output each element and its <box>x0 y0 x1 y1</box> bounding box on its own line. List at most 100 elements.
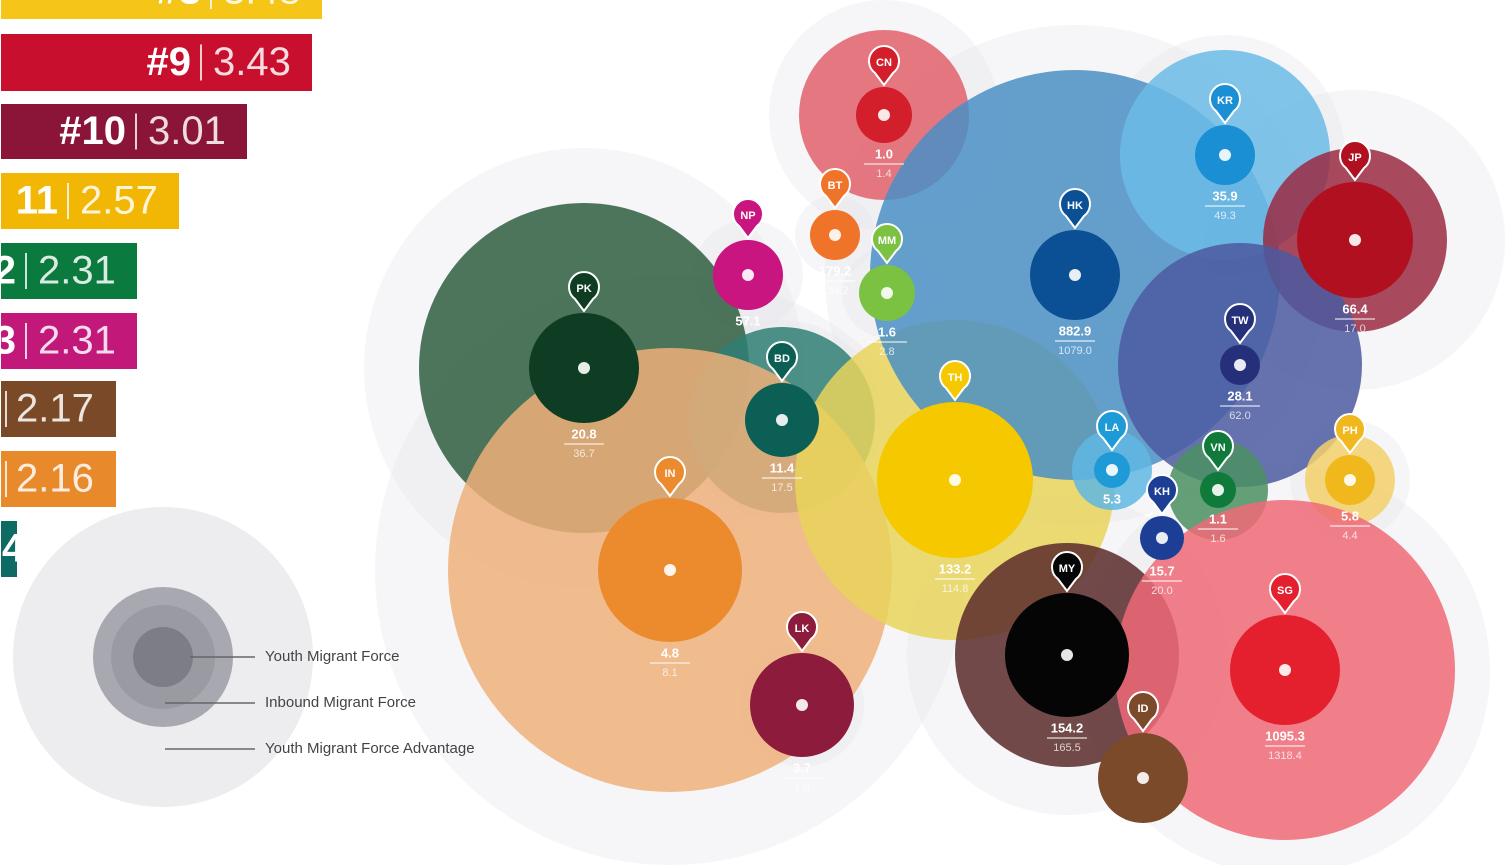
rank-label: #8 <box>157 0 202 13</box>
pin <box>1339 140 1371 182</box>
country-code: LK <box>795 623 810 635</box>
inbound-value: 36.7 <box>573 448 594 460</box>
youth-value: 1095.3 <box>1265 728 1305 743</box>
rank-label: #10 <box>59 109 126 153</box>
icon <box>878 109 890 121</box>
inbound-value: 1318.4 <box>1268 750 1302 762</box>
country-code: KR <box>1217 95 1233 107</box>
inbound-value: 17.0 <box>1344 323 1365 335</box>
pin <box>1334 413 1366 455</box>
youth-value: 3.7 <box>793 760 811 775</box>
rank-bar <box>0 449 118 509</box>
rank-value: 4 <box>2 527 25 571</box>
rank-label: #9 <box>147 40 192 84</box>
icon <box>796 699 808 711</box>
youth-value: 2.7 <box>1134 826 1152 841</box>
pin <box>939 360 971 402</box>
country-code: JP <box>1348 152 1361 164</box>
icon <box>1349 234 1361 246</box>
icon <box>1234 359 1246 371</box>
country-code: HK <box>1067 200 1083 212</box>
country-code: BT <box>828 180 843 192</box>
pin <box>1202 430 1234 472</box>
rank-value: 2.31 <box>38 319 116 363</box>
inbound-value: 62.0 <box>1229 410 1250 422</box>
inbound-value: 17.5 <box>771 482 792 494</box>
country-code: LA <box>1105 422 1120 434</box>
inbound-value: 1.0 <box>794 782 809 794</box>
inbound-value: 165.5 <box>1053 742 1081 754</box>
inbound-value: 49.3 <box>1214 210 1235 222</box>
youth-value: 20.8 <box>571 426 596 441</box>
youth-value: 1.1 <box>1209 511 1227 526</box>
country-code: TH <box>948 372 963 384</box>
rank-label: 2 <box>0 249 16 293</box>
youth-value: 5.3 <box>1103 491 1121 506</box>
icon <box>1219 149 1231 161</box>
pin <box>1127 691 1159 733</box>
pin <box>568 271 600 313</box>
country-code: CN <box>876 57 892 69</box>
rank-bar <box>0 102 249 161</box>
pin <box>1146 474 1178 516</box>
youth-value: 4.8 <box>661 645 679 660</box>
pin <box>1209 83 1241 125</box>
legend-label: Inbound Migrant Force <box>265 694 416 711</box>
pin <box>786 611 818 653</box>
rank-value: 3.01 <box>148 109 226 153</box>
rank-value: 3.43 <box>213 40 291 84</box>
rank-value: 2.57 <box>80 179 158 223</box>
icon <box>1069 269 1081 281</box>
country-code: PH <box>1342 425 1357 437</box>
youth-value: 154.2 <box>1051 720 1084 735</box>
icon <box>578 362 590 374</box>
pin <box>654 456 686 498</box>
pin <box>871 223 903 265</box>
pin <box>1096 410 1128 452</box>
icon <box>1106 464 1118 476</box>
pin <box>766 341 798 383</box>
icon <box>1156 532 1168 544</box>
country-code: NP <box>740 210 755 222</box>
inbound-value: 1.4 <box>876 168 891 180</box>
icon <box>1212 484 1224 496</box>
rank-bar <box>0 241 139 301</box>
legend: Youth Migrant Force Inbound Migrant Forc… <box>13 507 475 807</box>
youth-value: 179.2 <box>819 263 852 278</box>
icon <box>1137 772 1149 784</box>
youth-value: 11.4 <box>770 460 795 475</box>
rank-value: 2.31 <box>38 249 116 293</box>
country-code: SG <box>1277 585 1293 597</box>
labels: CN 1.0 1.4 BT 179.2 134.2 NP 57.1 MM 1.6 2.8 PK 20.8… <box>564 45 1375 841</box>
icon <box>1344 474 1356 486</box>
youth-value: 15.7 <box>1149 563 1174 578</box>
inbound-value: 134.2 <box>821 285 849 297</box>
rank-value: 2.16 <box>16 457 94 501</box>
inbound-value: 2.8 <box>879 346 894 358</box>
ranking: 3.48 #8 3.43 #9 3.01 #10 2.57 11 2.31 2 2.31 32.17 2… <box>0 0 324 579</box>
rank-bar <box>0 311 139 371</box>
youth-value: 5.8 <box>1341 508 1359 523</box>
pin <box>1269 573 1301 615</box>
pin <box>819 168 851 210</box>
country-code: ID <box>1138 703 1149 715</box>
inbound-value: 20.0 <box>1151 585 1172 597</box>
rank-bar <box>0 519 19 579</box>
inbound-value: 114.8 <box>942 583 969 595</box>
icon <box>881 287 893 299</box>
youth-value: 35.9 <box>1212 188 1237 203</box>
country-code: MY <box>1059 563 1076 575</box>
youth-value: 882.9 <box>1059 323 1092 338</box>
youth-value: 1.0 <box>875 146 893 161</box>
icon <box>1279 664 1291 676</box>
country-code: BD <box>774 353 790 365</box>
youth-value: 28.1 <box>1227 388 1252 403</box>
cores <box>529 87 1413 823</box>
pin <box>868 45 900 87</box>
rank-bar <box>0 0 324 21</box>
rank-bar <box>0 32 314 93</box>
pin <box>732 198 764 240</box>
rank-value: 3.48 <box>223 0 301 13</box>
legend-label: Youth Migrant Force <box>265 648 400 665</box>
